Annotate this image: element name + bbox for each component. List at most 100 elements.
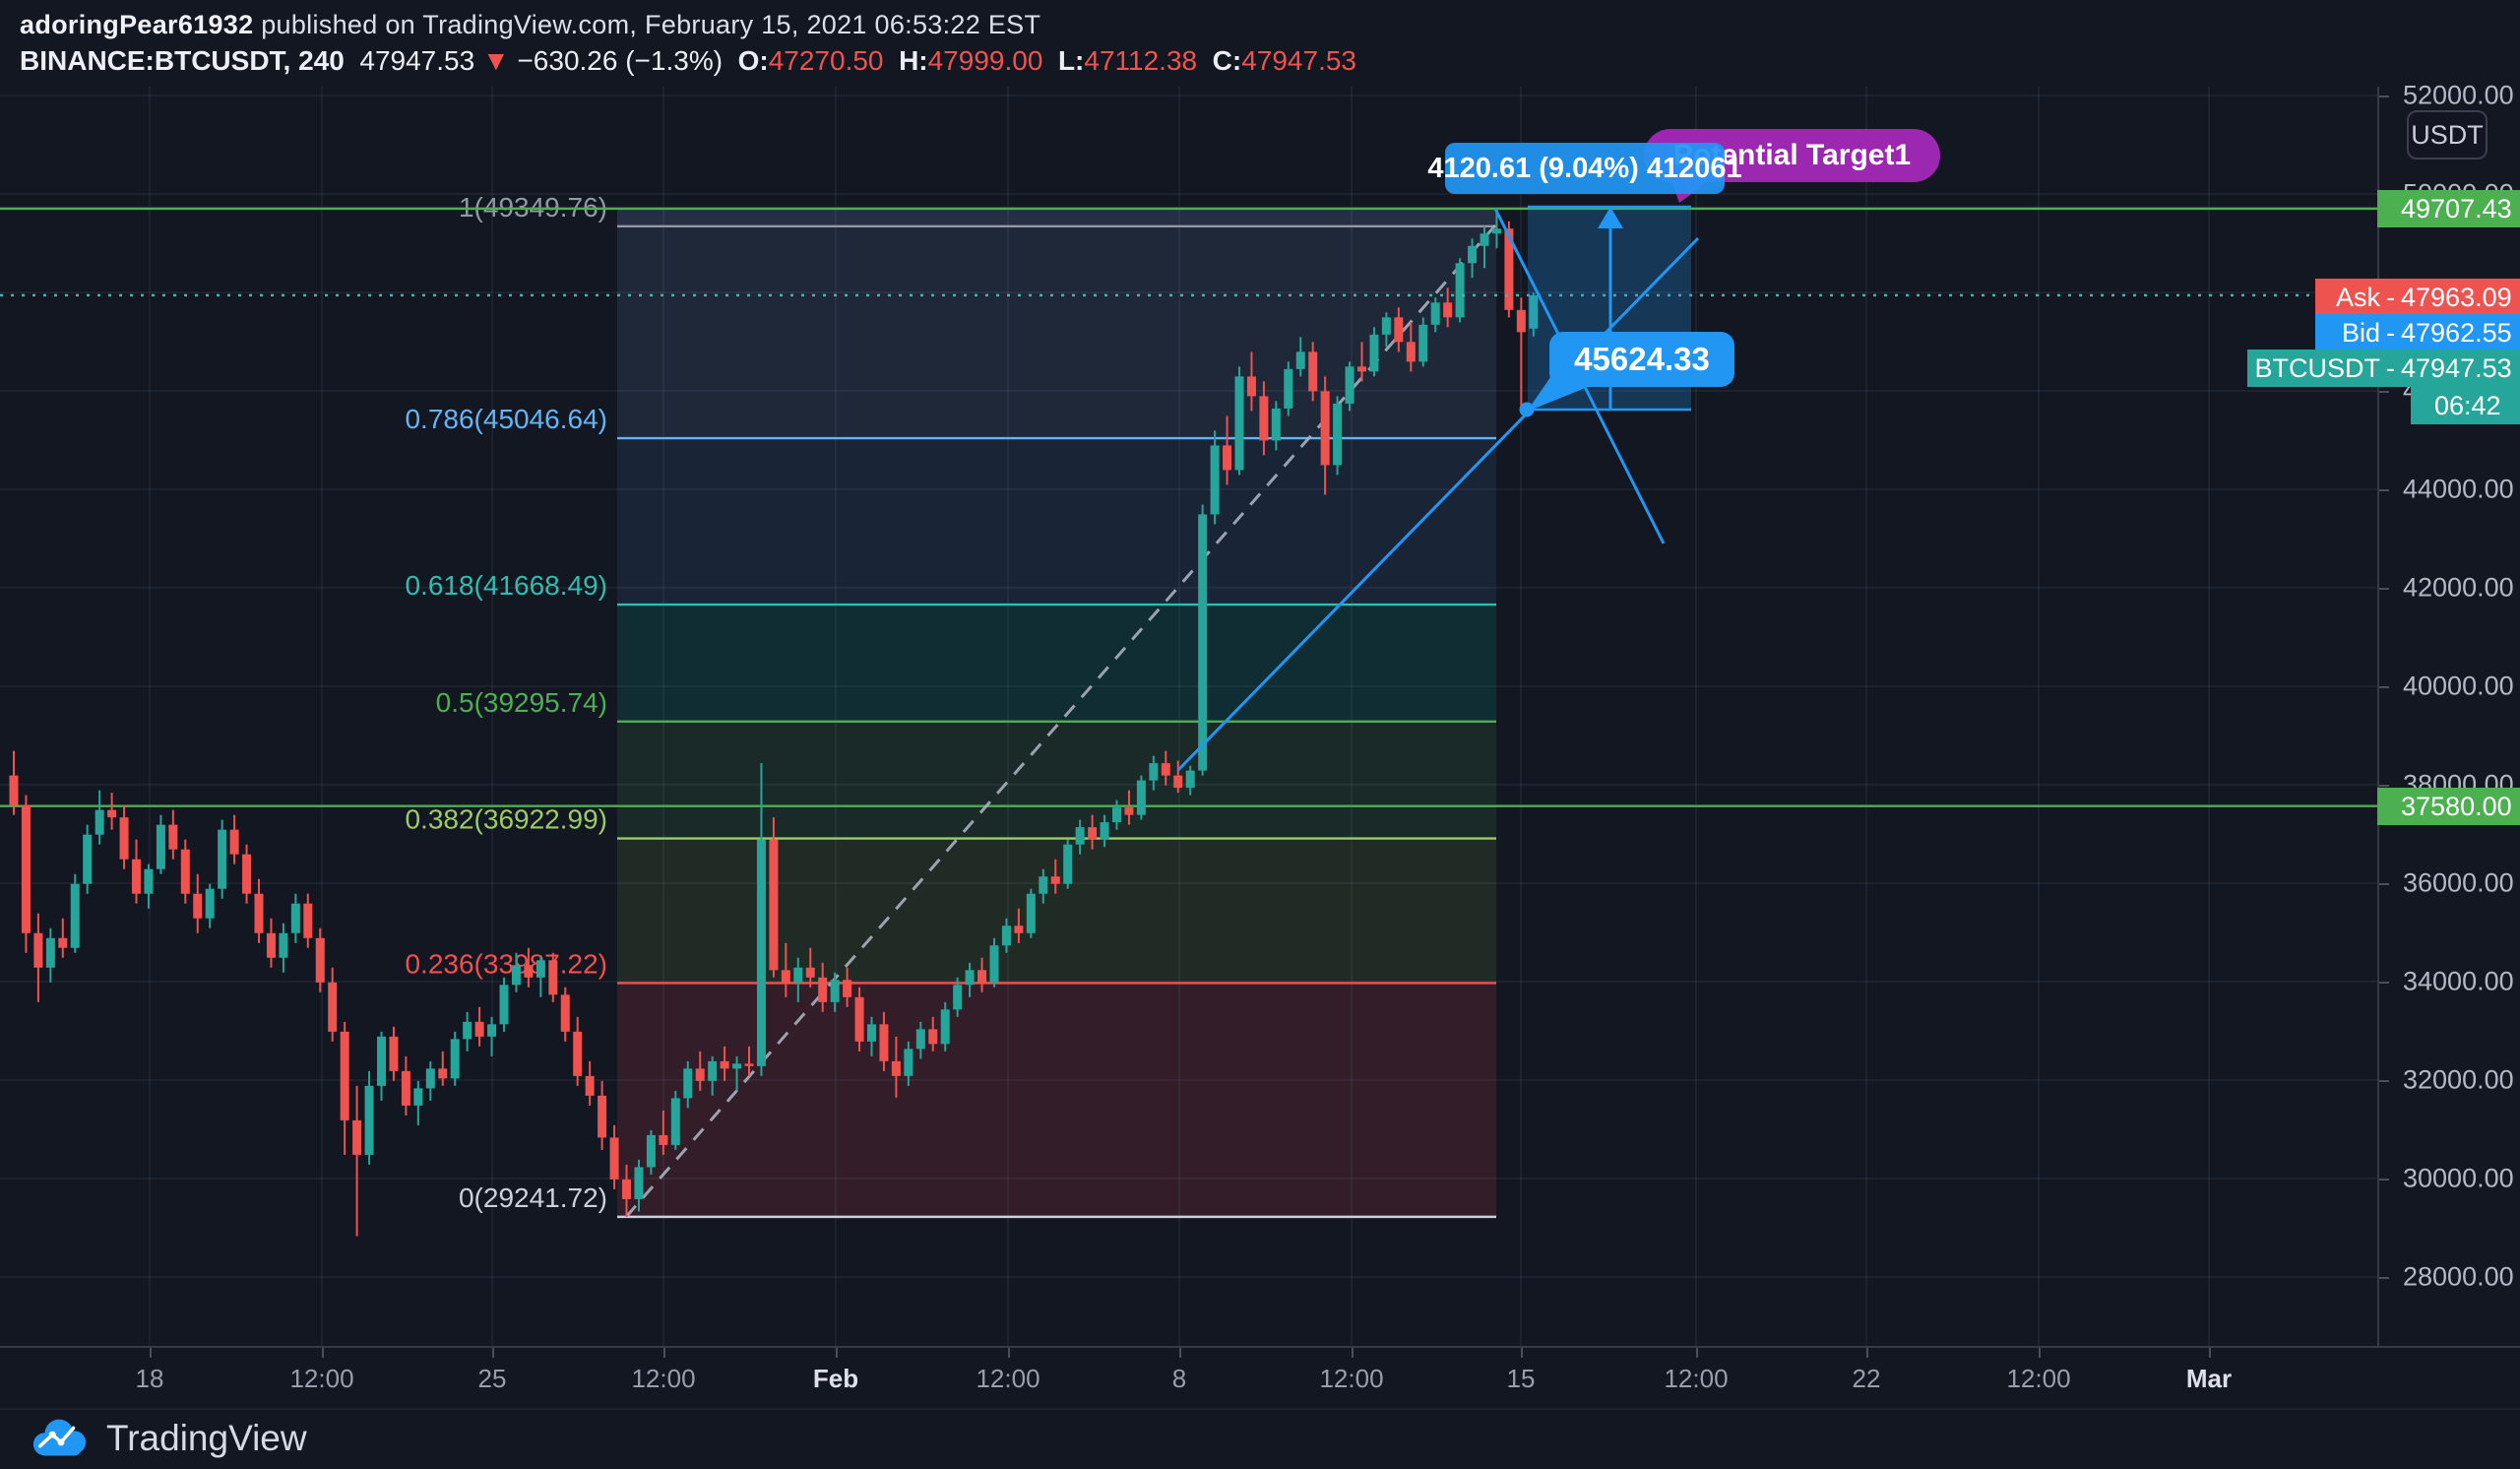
anchor-price-label[interactable]: 45624.33 [1549, 332, 1734, 387]
candle-body [1124, 807, 1134, 815]
candle-body [1149, 763, 1159, 781]
candle-body [499, 985, 509, 1025]
candles-group[interactable] [9, 208, 1539, 1237]
time-axis[interactable]: 18 12:00 25 12:00 Feb 12:00 8 12:00 15 12:00 22 12:… [0, 1346, 2520, 1410]
time-tickmark [1866, 1348, 1868, 1358]
price-tickmark [2379, 391, 2389, 393]
fib-label-1: 1(49349.76) [459, 192, 607, 223]
price-tickmark [2379, 96, 2389, 97]
candle-body [1223, 445, 1232, 471]
candle-body [1406, 342, 1416, 362]
candle-body [646, 1134, 656, 1168]
alert-price-tag-49707: 49707.43 [2377, 190, 2520, 227]
price-tickmark [2379, 1277, 2389, 1279]
candle-body [1333, 403, 1343, 466]
time-tickmark [322, 1348, 324, 1358]
candle-body [450, 1039, 460, 1079]
candle-body [756, 839, 766, 1066]
dash-separator: - [2386, 282, 2395, 312]
candle-body [781, 970, 790, 983]
time-tick-label: 25 [477, 1364, 507, 1393]
price-range-label[interactable]: 4120.61 (9.04%) 412061 [1427, 143, 1742, 194]
fib-band-top [617, 208, 1496, 226]
candle-body [21, 804, 31, 933]
legend-segment: L: [1057, 45, 1085, 76]
currency-toggle-button[interactable]: USDT [2407, 110, 2488, 160]
legend-segment: H: [899, 45, 928, 76]
candle-body [1320, 391, 1330, 466]
time-tick-label: 8 [1171, 1364, 1187, 1393]
fib-band [617, 438, 1496, 606]
last-price-tag-value: 47947.53 [2401, 352, 2512, 383]
price-tickmark [2379, 489, 2389, 491]
candle-body [463, 1021, 472, 1040]
price-axis[interactable]: USDT 52000.0050000.0048000.0046000.00440… [2377, 81, 2520, 1346]
candle-body [670, 1098, 680, 1145]
candle-body [205, 888, 215, 919]
candle-body [218, 829, 227, 889]
candle-body [560, 994, 570, 1032]
tradingview-logo-text: TradingView [106, 1418, 307, 1458]
price-tickmark [2379, 883, 2389, 885]
candle-body [585, 1075, 595, 1096]
bid-tag: Bid -47962.55 [2315, 314, 2520, 351]
candle-body [536, 960, 545, 978]
candle-body [58, 937, 68, 948]
candle-body [732, 1063, 742, 1069]
candle-body [328, 982, 338, 1032]
candle-body [953, 985, 963, 1010]
candle-body [377, 1036, 386, 1086]
publish-text: published on TradingView.com, February 1… [253, 10, 1041, 39]
time-tick-label: Feb [812, 1364, 859, 1393]
symbol-legend[interactable]: BINANCE:BTCUSDT, 240 47947.53 ▼ −630.26 … [20, 45, 1356, 77]
price-tick-label: 36000.00 [2403, 867, 2514, 898]
time-tick-label: 12:00 [289, 1364, 354, 1393]
time-tickmark [1352, 1348, 1354, 1358]
candle-body [622, 1179, 631, 1199]
time-tick-label: 12:00 [631, 1364, 696, 1393]
candle-body [144, 868, 154, 894]
candle-body [266, 932, 276, 958]
price-tickmark [2379, 686, 2389, 688]
candle-body [1112, 807, 1121, 823]
fib-label-0.618: 0.618(41668.49) [405, 570, 607, 601]
legend-segment: O: [737, 45, 769, 76]
candle-body [928, 1029, 938, 1045]
bid-tag-prefix: Bid [2341, 317, 2380, 348]
time-tickmark [1521, 1348, 1523, 1358]
candle-body [720, 1060, 729, 1069]
candle-body [487, 1024, 497, 1037]
candle-body [107, 809, 117, 818]
author-name: adoringPear61932 [20, 10, 254, 39]
time-tickmark [2209, 1348, 2211, 1358]
fib-label-0.5: 0.5(39295.74) [436, 687, 607, 718]
candle-body [843, 980, 852, 997]
last-price-tag: BTCUSDT -47947.53 [2247, 350, 2520, 387]
candle-body [438, 1068, 448, 1079]
candle-body [915, 1029, 925, 1050]
projection-arrow-head-icon [1598, 207, 1623, 228]
candle-body [1345, 366, 1354, 404]
candle-body [474, 1021, 484, 1037]
time-tickmark [492, 1348, 494, 1358]
legend-segment: 47999.00 [927, 45, 1058, 76]
candle-body [242, 854, 252, 894]
drawing-anchor-dot[interactable] [1519, 402, 1535, 417]
price-tickmark [2379, 982, 2389, 984]
candle-body [1001, 926, 1011, 946]
tradingview-logo[interactable]: TradingView [30, 1416, 307, 1461]
chart-canvas[interactable]: 1(49349.76) 0.786(45046.64) 0.618(41668.49… [0, 87, 2377, 1346]
candle-body [989, 945, 999, 983]
candle-body [867, 1024, 876, 1042]
price-tick-label: 52000.00 [2403, 80, 2514, 110]
time-tick-label: 18 [135, 1364, 164, 1393]
legend-segment: 47270.50 [768, 45, 900, 76]
fib-band [617, 838, 1496, 984]
candle-body [1504, 228, 1514, 310]
time-tickmark [150, 1348, 152, 1358]
candle-body [303, 903, 313, 938]
candle-body [1468, 245, 1478, 264]
candle-body [389, 1036, 399, 1071]
candle-body [425, 1068, 435, 1089]
candle-body [1271, 408, 1281, 441]
